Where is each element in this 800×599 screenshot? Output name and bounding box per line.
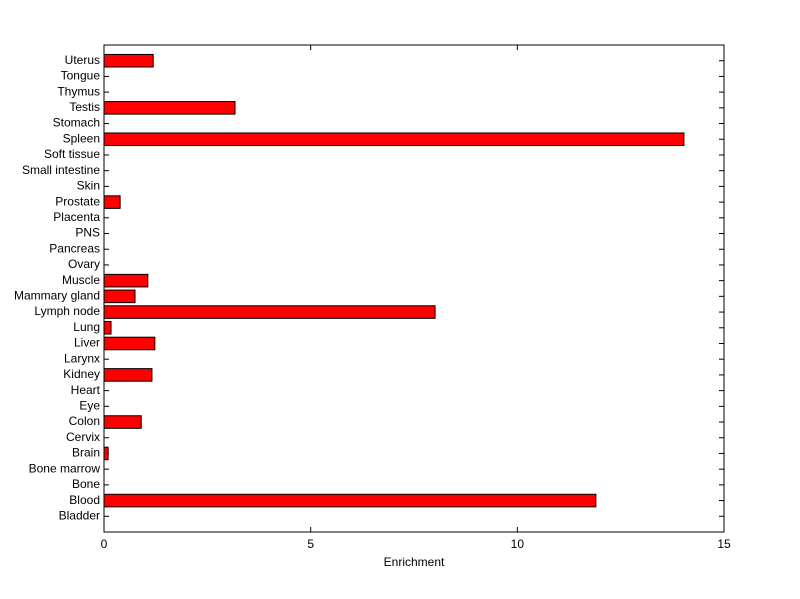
x-tick-label: 0 [101, 537, 108, 551]
bar [103, 446, 109, 461]
y-tick-label: Uterus [65, 53, 100, 67]
bar [103, 195, 121, 209]
y-tick-label: Heart [71, 383, 101, 397]
bar [103, 289, 136, 304]
bar [103, 493, 597, 508]
y-tick-label: PNS [75, 226, 100, 240]
x-tick-label: 5 [307, 537, 314, 551]
bar [103, 320, 112, 335]
y-tick-label: Brain [72, 446, 100, 460]
x-tick-label: 10 [511, 537, 525, 551]
bar [103, 305, 436, 319]
bar [103, 273, 149, 288]
bar [103, 101, 236, 115]
y-tick-label: Stomach [53, 116, 100, 130]
y-tick-label: Liver [74, 336, 100, 350]
y-tick-label: Kidney [63, 367, 100, 381]
y-tick-label: Soft tissue [44, 147, 100, 161]
x-tick-label: 15 [717, 537, 731, 551]
y-tick-label: Mammary gland [14, 289, 100, 303]
y-tick-label: Colon [69, 414, 100, 428]
y-tick-label: Blood [69, 493, 100, 507]
y-tick-label: Lung [73, 320, 100, 334]
y-tick-label: Skin [77, 179, 100, 193]
bar [103, 368, 153, 382]
y-tick-label: Small intestine [22, 163, 100, 177]
y-tick-label: Tongue [61, 69, 101, 83]
y-tick-label: Ovary [68, 257, 100, 271]
y-tick-label: Eye [79, 398, 100, 412]
x-axis-label: Enrichment [384, 555, 445, 569]
y-tick-label: Cervix [66, 430, 100, 444]
bar [103, 132, 685, 147]
y-tick-label: Testis [69, 100, 100, 114]
y-tick-label: Bone [72, 477, 100, 491]
y-tick-label: Thymus [57, 84, 100, 98]
y-tick-label: Prostate [55, 194, 100, 208]
bar [103, 336, 156, 351]
y-tick-label: Pancreas [49, 241, 100, 255]
y-tick-label: Lymph node [34, 304, 100, 318]
y-tick-label: Bone marrow [29, 461, 101, 475]
plot-frame [103, 44, 725, 533]
y-tick-label: Placenta [53, 210, 100, 224]
bar [103, 415, 142, 429]
y-tick-label: Spleen [63, 131, 100, 145]
bar [103, 53, 154, 68]
y-tick-label: Muscle [62, 273, 100, 287]
y-tick-label: Larynx [64, 351, 100, 365]
y-tick-label: Bladder [59, 508, 100, 522]
